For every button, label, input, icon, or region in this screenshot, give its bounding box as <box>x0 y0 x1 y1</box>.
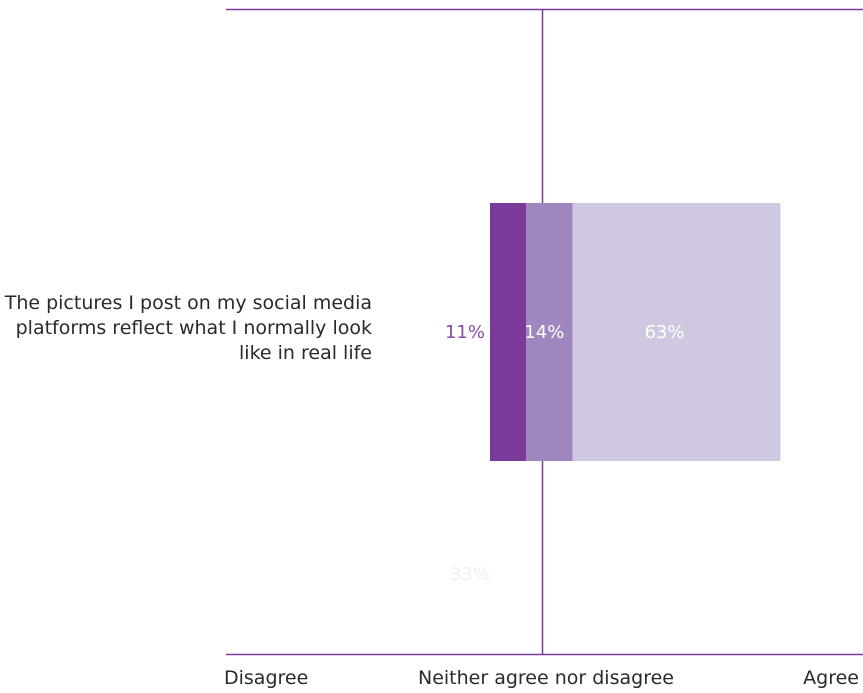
axis-label-disagree: Disagree <box>224 667 309 689</box>
axis-label-agree: Agree <box>803 667 859 689</box>
value-label-group: 11% 14% 63% 33% <box>445 322 684 585</box>
segment-disagree-value-label: 11% <box>445 322 485 343</box>
segment-disagree-bar <box>490 203 527 461</box>
segment-neutral-value-label: 14% <box>524 322 564 343</box>
bar-group <box>490 203 781 461</box>
segment-agree-value-label: 63% <box>644 322 684 343</box>
segment-neutral-bar <box>526 203 573 461</box>
axis-label-neutral: Neither agree nor disagree <box>418 667 674 689</box>
stray-value-label: 33% <box>450 564 490 585</box>
category-label: The pictures I post on my social media p… <box>4 292 372 364</box>
segment-agree-bar <box>572 203 781 461</box>
